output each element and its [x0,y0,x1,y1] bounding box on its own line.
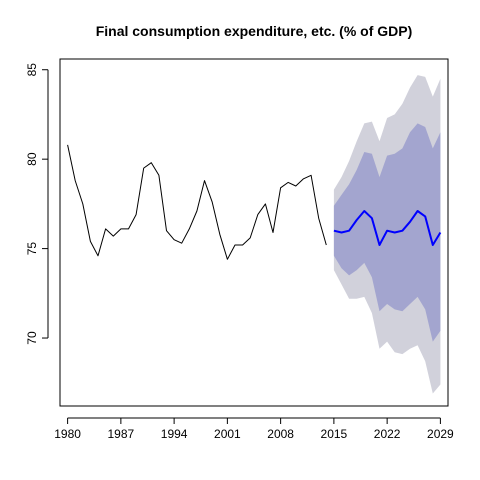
y-axis: 70 75 80 85 [25,63,49,345]
x-tick-label: 1994 [161,427,188,441]
x-tick-label: 2008 [267,427,294,441]
x-tick-label: 2001 [214,427,241,441]
y-tick-label: 70 [25,331,39,345]
plot-frame [59,58,449,407]
historical-line [67,144,327,260]
confidence-bands [333,75,441,394]
x-tick-label: 2015 [321,427,348,441]
y-tick-label: 80 [25,152,39,166]
y-tick-label: 75 [25,242,39,256]
series-lines [67,144,442,260]
chart-title: Final consumption expenditure, etc. (% o… [96,23,413,39]
x-tick-label: 1987 [108,427,135,441]
x-tick-label: 2029 [427,427,454,441]
y-tick-label: 85 [25,63,39,77]
x-tick-label: 2022 [374,427,401,441]
x-axis: 1980 1987 1994 2001 2008 2015 2022 2029 [54,417,454,441]
x-tick-label: 1980 [54,427,81,441]
forecast-line [333,210,442,246]
